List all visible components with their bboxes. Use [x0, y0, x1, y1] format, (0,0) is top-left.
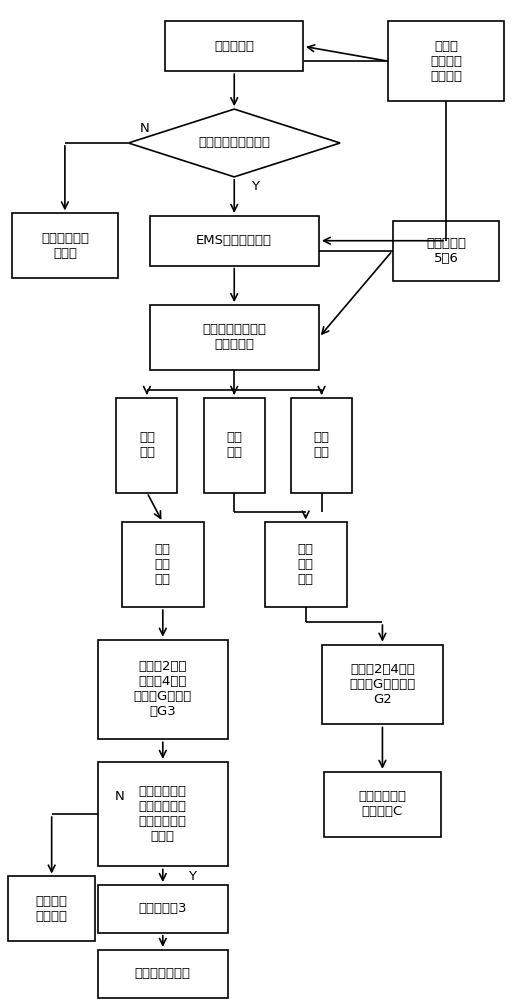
- FancyBboxPatch shape: [291, 398, 352, 493]
- Text: 开启单向阀3: 开启单向阀3: [138, 902, 187, 915]
- Text: 压缩
行程
启动: 压缩 行程 启动: [155, 543, 171, 586]
- FancyBboxPatch shape: [388, 21, 504, 101]
- Text: EMS辅助增压请求: EMS辅助增压请求: [196, 234, 272, 247]
- FancyBboxPatch shape: [98, 885, 228, 933]
- FancyBboxPatch shape: [149, 305, 319, 370]
- Text: 单向阀2、4开启
控制阀G置于状态
G2: 单向阀2、4开启 控制阀G置于状态 G2: [350, 663, 415, 706]
- Text: 整车控制器: 整车控制器: [214, 40, 254, 53]
- Text: 气体充入储气罐: 气体充入储气罐: [135, 967, 191, 980]
- Text: 抽气
行程
启动: 抽气 行程 启动: [298, 543, 314, 586]
- Text: 辅助增压
过程停止: 辅助增压 过程停止: [36, 895, 68, 923]
- Text: 气罐压力小于限定值: 气罐压力小于限定值: [198, 136, 270, 149]
- Text: 行程传感器
5、6: 行程传感器 5、6: [426, 237, 466, 265]
- FancyBboxPatch shape: [165, 21, 303, 71]
- Text: 抽气
止点: 抽气 止点: [139, 431, 155, 459]
- Text: Y: Y: [188, 870, 196, 883]
- Text: 收集气体过程
不启动: 收集气体过程 不启动: [41, 232, 89, 260]
- FancyBboxPatch shape: [98, 950, 228, 998]
- FancyBboxPatch shape: [8, 876, 95, 941]
- FancyBboxPatch shape: [122, 522, 204, 607]
- Text: 判断辅助增压气缸
的活塞行程: 判断辅助增压气缸 的活塞行程: [202, 323, 266, 351]
- FancyBboxPatch shape: [117, 398, 177, 493]
- Polygon shape: [128, 109, 340, 177]
- Text: N: N: [114, 790, 124, 803]
- FancyBboxPatch shape: [98, 762, 228, 866]
- FancyBboxPatch shape: [324, 772, 440, 837]
- FancyBboxPatch shape: [149, 216, 319, 266]
- Text: 进气管中气体
进入气缸C: 进气管中气体 进入气缸C: [359, 790, 406, 818]
- FancyBboxPatch shape: [265, 522, 347, 607]
- Text: 其他
位置: 其他 位置: [226, 431, 242, 459]
- FancyBboxPatch shape: [204, 398, 265, 493]
- Text: N: N: [139, 122, 149, 135]
- Text: 单向阀2开启
单向阀4关闭
控制阀G置于状
态G3: 单向阀2开启 单向阀4关闭 控制阀G置于状 态G3: [134, 660, 192, 718]
- Text: 压缩
止点: 压缩 止点: [313, 431, 329, 459]
- FancyBboxPatch shape: [321, 645, 443, 724]
- Text: 传感器
（压力）
（温度）: 传感器 （压力） （温度）: [430, 40, 462, 83]
- Text: 判断压缩过程
中气缸压力是
否达到储气罐
内压力: 判断压缩过程 中气缸压力是 否达到储气罐 内压力: [139, 785, 187, 843]
- FancyBboxPatch shape: [393, 221, 499, 281]
- FancyBboxPatch shape: [12, 213, 118, 278]
- Text: Y: Y: [252, 180, 260, 193]
- FancyBboxPatch shape: [98, 640, 228, 739]
